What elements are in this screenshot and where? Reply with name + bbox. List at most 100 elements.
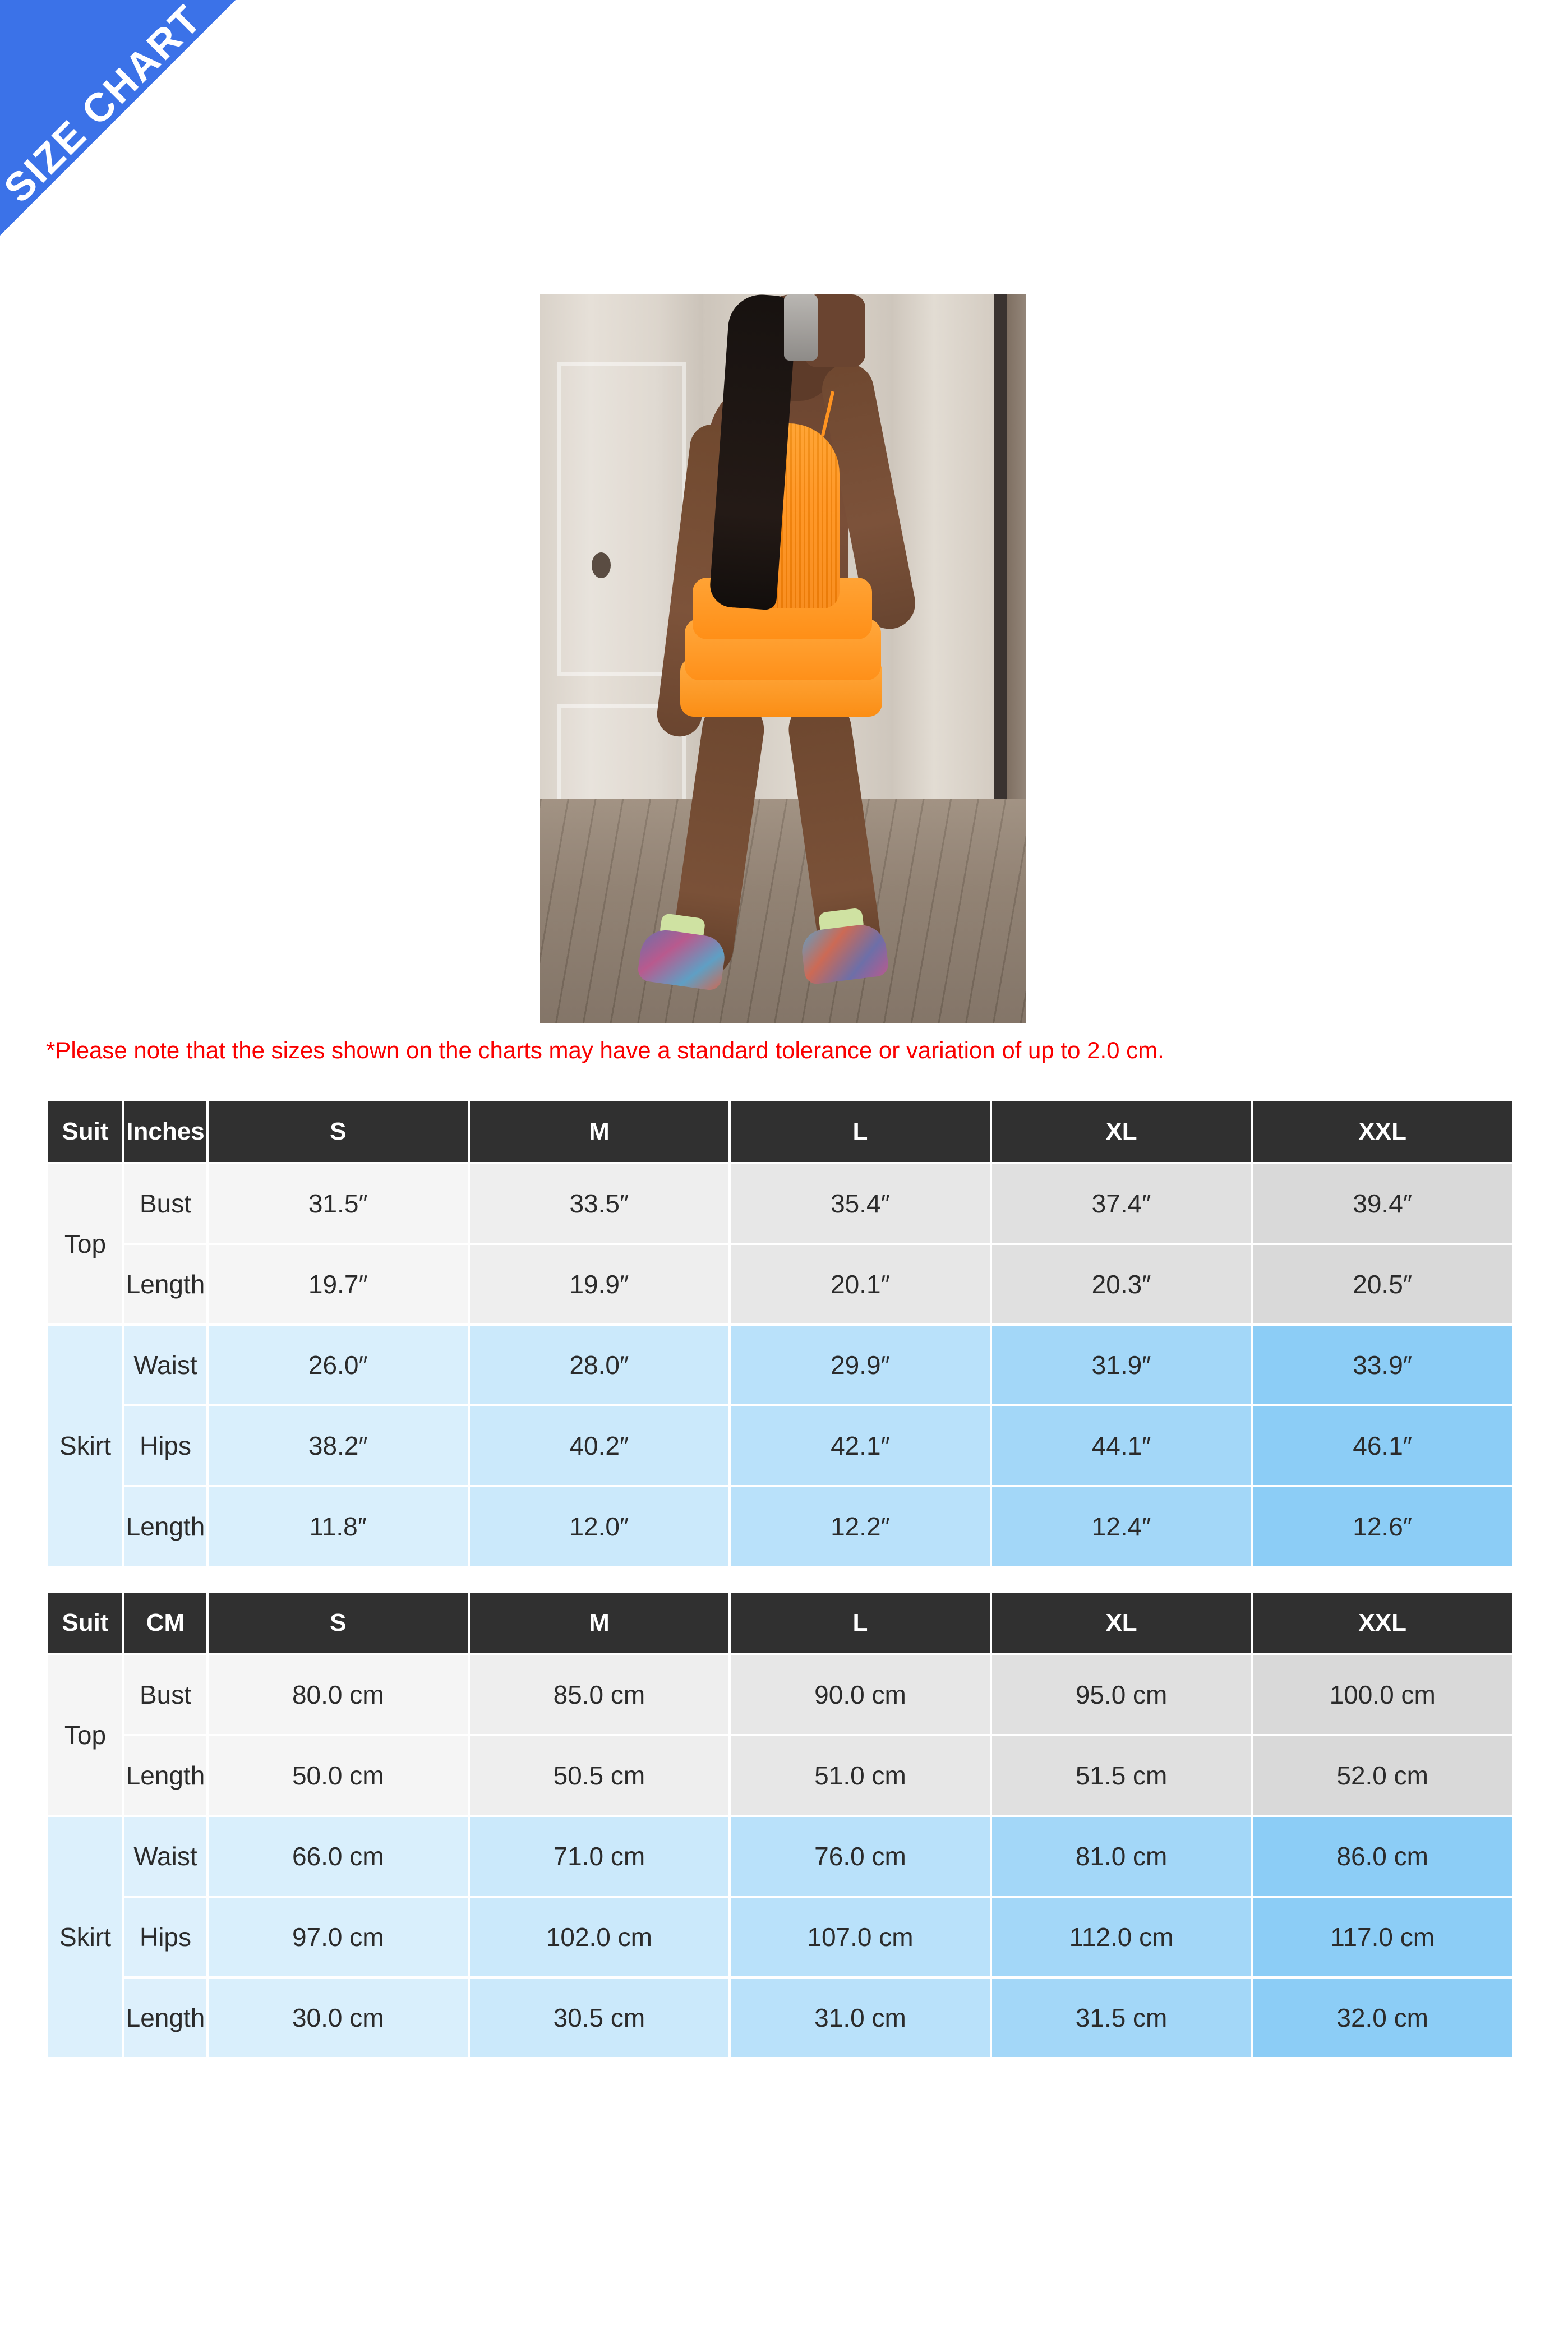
table-row: Hips 97.0 cm 102.0 cm 107.0 cm 112.0 cm … xyxy=(48,1898,1512,1976)
cell-value: 112.0 cm xyxy=(991,1898,1251,1976)
cell-value: 28.0″ xyxy=(469,1326,729,1404)
cell-value: 97.0 cm xyxy=(209,1898,468,1976)
cell-value: 81.0 cm xyxy=(991,1817,1251,1896)
cell-value: 39.4″ xyxy=(1253,1164,1512,1243)
cell-value: 51.5 cm xyxy=(991,1736,1251,1815)
cell-value: 11.8″ xyxy=(209,1487,468,1566)
size-table-cm: Suit CM S M L XL XXL Top Bust 80.0 cm 85… xyxy=(46,1590,1514,2059)
door-knob-icon xyxy=(592,552,611,578)
table-row: Length 50.0 cm 50.5 cm 51.0 cm 51.5 cm 5… xyxy=(48,1736,1512,1815)
cell-value: 50.5 cm xyxy=(469,1736,729,1815)
cell-value: 29.9″ xyxy=(731,1326,990,1404)
cell-value: 107.0 cm xyxy=(731,1898,990,1976)
ribbon-triangle-shape xyxy=(0,0,236,236)
cell-value: 26.0″ xyxy=(209,1326,468,1404)
header-size-s: S xyxy=(209,1593,468,1653)
header-size-l: L xyxy=(731,1101,990,1162)
header-suit: Suit xyxy=(48,1593,122,1653)
cell-value: 102.0 cm xyxy=(469,1898,729,1976)
cell-value: 46.1″ xyxy=(1253,1406,1512,1485)
metric-label: Length xyxy=(124,1736,206,1815)
cell-value: 86.0 cm xyxy=(1253,1817,1512,1896)
door-inset-panel-upper xyxy=(557,362,686,676)
header-size-xxl: XXL xyxy=(1253,1593,1512,1653)
cell-value: 80.0 cm xyxy=(209,1655,468,1734)
cell-value: 66.0 cm xyxy=(209,1817,468,1896)
cell-value: 38.2″ xyxy=(209,1406,468,1485)
table-header-row: Suit CM S M L XL XXL xyxy=(48,1593,1512,1653)
cell-value: 20.1″ xyxy=(731,1245,990,1323)
table-row: Skirt Waist 26.0″ 28.0″ 29.9″ 31.9″ 33.9… xyxy=(48,1326,1512,1566)
metric-label: Length xyxy=(124,1487,206,1566)
cell-value: 20.3″ xyxy=(991,1245,1251,1323)
metric-label: Length xyxy=(124,1245,206,1323)
product-photo xyxy=(540,294,1026,1023)
table-row: Length 11.8″ 12.0″ 12.2″ 12.4″ 12.6″ xyxy=(48,1487,1512,1566)
header-size-xxl: XXL xyxy=(1253,1101,1512,1162)
tolerance-note: *Please note that the sizes shown on the… xyxy=(46,1037,1164,1063)
header-unit: Inches xyxy=(124,1101,206,1162)
table-row: Length 30.0 cm 30.5 cm 31.0 cm 31.5 cm 3… xyxy=(48,1979,1512,2057)
cell-value: 35.4″ xyxy=(731,1164,990,1243)
cell-value: 19.7″ xyxy=(209,1245,468,1323)
cell-value: 44.1″ xyxy=(991,1406,1251,1485)
cell-value: 12.4″ xyxy=(991,1487,1251,1566)
metric-label: Length xyxy=(124,1979,206,2057)
cell-value: 30.5 cm xyxy=(469,1979,729,2057)
cell-value: 31.5″ xyxy=(209,1164,468,1243)
cell-value: 90.0 cm xyxy=(731,1655,990,1734)
header-size-xl: XL xyxy=(991,1593,1251,1653)
cell-value: 71.0 cm xyxy=(469,1817,729,1896)
table-row: Hips 38.2″ 40.2″ 42.1″ 44.1″ 46.1″ xyxy=(48,1406,1512,1485)
header-suit: Suit xyxy=(48,1101,122,1162)
cell-value: 100.0 cm xyxy=(1253,1655,1512,1734)
metric-label: Hips xyxy=(124,1406,206,1485)
wood-floor-grain xyxy=(540,799,1026,1023)
cell-value: 32.0 cm xyxy=(1253,1979,1512,2057)
metric-label: Bust xyxy=(124,1164,206,1243)
group-label-skirt: Skirt xyxy=(48,1817,122,2057)
cell-value: 33.9″ xyxy=(1253,1326,1512,1404)
metric-label: Bust xyxy=(124,1655,206,1734)
metric-label: Hips xyxy=(124,1898,206,1976)
cell-value: 117.0 cm xyxy=(1253,1898,1512,1976)
group-label-skirt: Skirt xyxy=(48,1326,122,1566)
cell-value: 51.0 cm xyxy=(731,1736,990,1815)
cell-value: 33.5″ xyxy=(469,1164,729,1243)
size-table-inches: Suit Inches S M L XL XXL Top Bust 31.5″ … xyxy=(46,1099,1514,1568)
metric-label: Waist xyxy=(124,1326,206,1404)
header-unit: CM xyxy=(124,1593,206,1653)
group-label-top: Top xyxy=(48,1164,122,1323)
cell-value: 52.0 cm xyxy=(1253,1736,1512,1815)
header-size-m: M xyxy=(469,1101,729,1162)
wood-floor xyxy=(540,799,1026,1023)
cell-value: 12.6″ xyxy=(1253,1487,1512,1566)
table-row: Length 19.7″ 19.9″ 20.1″ 20.3″ 20.5″ xyxy=(48,1245,1512,1323)
table-row: Top Bust 80.0 cm 85.0 cm 90.0 cm 95.0 cm… xyxy=(48,1655,1512,1815)
table-header-row: Suit Inches S M L XL XXL xyxy=(48,1101,1512,1162)
cell-value: 37.4″ xyxy=(991,1164,1251,1243)
cell-value: 19.9″ xyxy=(469,1245,729,1323)
cell-value: 95.0 cm xyxy=(991,1655,1251,1734)
cell-value: 12.0″ xyxy=(469,1487,729,1566)
ribbon-label: SIZE CHART xyxy=(0,0,211,211)
cell-value: 42.1″ xyxy=(731,1406,990,1485)
table-row: Skirt Waist 66.0 cm 71.0 cm 76.0 cm 81.0… xyxy=(48,1817,1512,2057)
header-size-m: M xyxy=(469,1593,729,1653)
cell-value: 76.0 cm xyxy=(731,1817,990,1896)
cell-value: 31.5 cm xyxy=(991,1979,1251,2057)
header-size-l: L xyxy=(731,1593,990,1653)
phone-icon xyxy=(784,294,818,361)
header-size-s: S xyxy=(209,1101,468,1162)
cell-value: 12.2″ xyxy=(731,1487,990,1566)
cell-value: 31.9″ xyxy=(991,1326,1251,1404)
cell-value: 31.0 cm xyxy=(731,1979,990,2057)
cell-value: 40.2″ xyxy=(469,1406,729,1485)
metric-label: Waist xyxy=(124,1817,206,1896)
cell-value: 20.5″ xyxy=(1253,1245,1512,1323)
table-row: Top Bust 31.5″ 33.5″ 35.4″ 37.4″ 39.4″ xyxy=(48,1164,1512,1323)
header-size-xl: XL xyxy=(991,1101,1251,1162)
cell-value: 30.0 cm xyxy=(209,1979,468,2057)
cell-value: 50.0 cm xyxy=(209,1736,468,1815)
